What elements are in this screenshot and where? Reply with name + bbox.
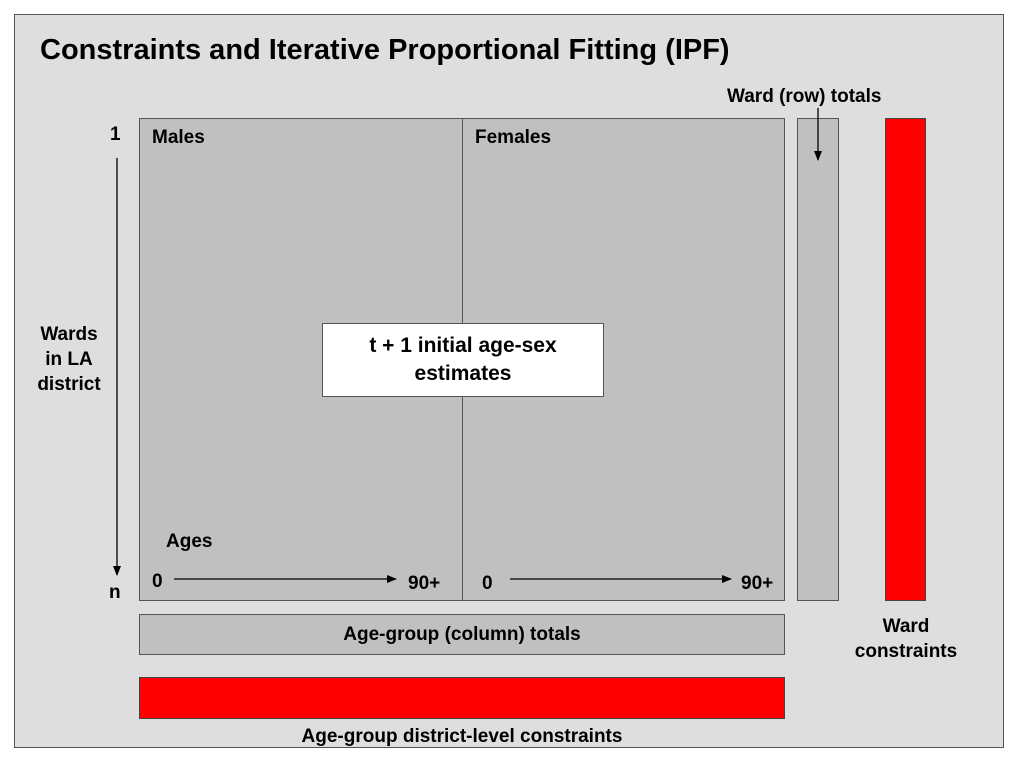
females-label: Females [475,127,552,148]
females-age-end: 90+ [741,573,774,594]
age-group-constraints-bar [139,677,785,719]
age-group-column-totals-bar: Age-group (column) totals [139,614,785,655]
diagram-title: Constraints and Iterative Proportional F… [40,34,730,66]
wards-axis-label-line-3: district [37,374,101,395]
wards-axis-start: 1 [110,124,121,145]
males-age-end: 90+ [408,573,441,594]
initial-estimates-line-2: estimates [414,362,512,385]
ward-row-totals-bar [797,118,839,601]
age-group-column-totals-label: Age-group (column) totals [343,623,581,645]
wards-axis-label-line-1: Wards [40,324,98,345]
ward-row-totals-label: Ward (row) totals [727,86,882,107]
wards-axis-end: n [109,582,121,603]
ward-constraints-line-1: Ward [882,616,930,637]
ward-constraints-bar [885,118,926,601]
ward-constraints-line-2: constraints [854,641,958,662]
males-label: Males [152,127,205,148]
age-group-constraints-label: Age-group district-level constraints [301,726,623,747]
ages-label: Ages [166,531,213,552]
wards-axis-label: Wards in LA district [24,322,114,397]
initial-estimates-box: t + 1 initial age-sex estimates [322,323,604,397]
wards-axis-label-line-2: in LA [45,349,93,370]
males-age-start: 0 [152,571,163,592]
females-age-start: 0 [482,573,493,594]
ward-constraints-label: Ward constraints [838,614,974,664]
initial-estimates-line-1: t + 1 initial age-sex [369,334,557,357]
